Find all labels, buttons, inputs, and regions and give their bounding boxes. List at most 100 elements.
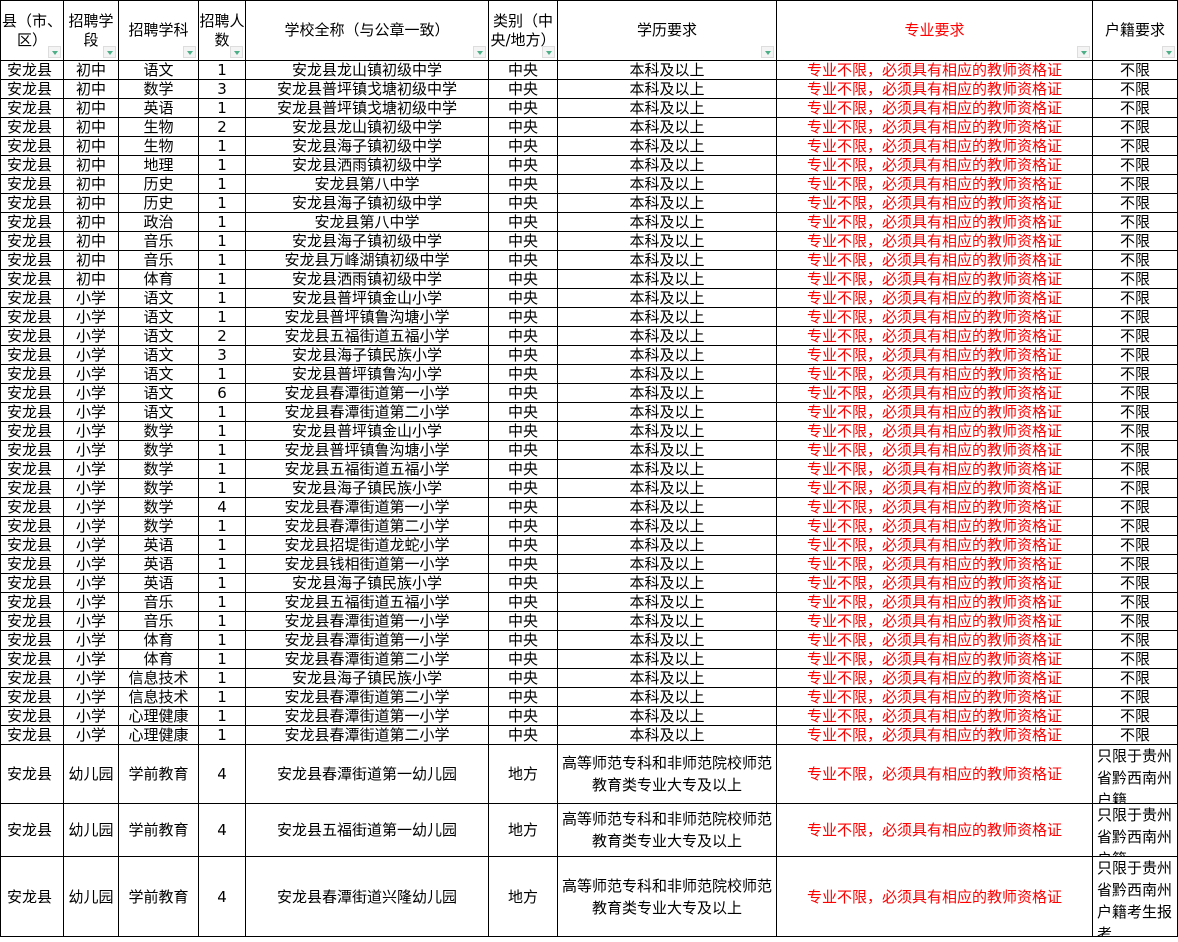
cell-category[interactable]: 中央	[488, 250, 558, 270]
cell-count[interactable]: 1	[198, 478, 246, 498]
cell-major[interactable]: 专业不限，必须具有相应的教师资格证	[776, 592, 1093, 612]
cell-category[interactable]: 中央	[488, 288, 558, 308]
filter-dropdown-icon[interactable]	[761, 46, 774, 58]
cell-count[interactable]: 1	[198, 668, 246, 688]
cell-major[interactable]: 专业不限，必须具有相应的教师资格证	[776, 364, 1093, 384]
cell-hukou[interactable]: 不限	[1092, 288, 1178, 308]
cell-count[interactable]: 1	[198, 554, 246, 574]
filter-dropdown-icon[interactable]	[473, 46, 486, 58]
cell-county[interactable]: 安龙县	[0, 706, 64, 726]
cell-hukou[interactable]: 不限	[1092, 136, 1178, 156]
cell-major[interactable]: 专业不限，必须具有相应的教师资格证	[776, 250, 1093, 270]
cell-category[interactable]: 中央	[488, 269, 558, 289]
cell-education[interactable]: 高等师范专科和非师范院校师范教育类专业大专及以上	[557, 744, 777, 804]
cell-major[interactable]: 专业不限，必须具有相应的教师资格证	[776, 649, 1093, 669]
cell-education[interactable]: 本科及以上	[557, 155, 777, 175]
cell-school[interactable]: 安龙县春潭街道第二小学	[245, 649, 489, 669]
cell-school[interactable]: 安龙县五福街道第一幼儿园	[245, 803, 489, 857]
cell-category[interactable]: 中央	[488, 554, 558, 574]
cell-county[interactable]: 安龙县	[0, 174, 64, 194]
cell-count[interactable]: 1	[198, 459, 246, 479]
cell-count[interactable]: 1	[198, 193, 246, 213]
cell-category[interactable]: 中央	[488, 611, 558, 631]
cell-major[interactable]: 专业不限，必须具有相应的教师资格证	[776, 706, 1093, 726]
cell-education[interactable]: 本科及以上	[557, 98, 777, 118]
cell-category[interactable]: 中央	[488, 307, 558, 327]
cell-major[interactable]: 专业不限，必须具有相应的教师资格证	[776, 402, 1093, 422]
cell-major[interactable]: 专业不限，必须具有相应的教师资格证	[776, 193, 1093, 213]
cell-education[interactable]: 本科及以上	[557, 516, 777, 536]
cell-hukou[interactable]: 不限	[1092, 649, 1178, 669]
cell-stage[interactable]: 小学	[63, 459, 119, 479]
cell-education[interactable]: 本科及以上	[557, 687, 777, 707]
cell-hukou[interactable]: 不限	[1092, 212, 1178, 232]
cell-county[interactable]: 安龙县	[0, 117, 64, 137]
cell-hukou[interactable]: 不限	[1092, 250, 1178, 270]
cell-category[interactable]: 中央	[488, 668, 558, 688]
cell-school[interactable]: 安龙县春潭街道第二小学	[245, 687, 489, 707]
cell-hukou[interactable]: 不限	[1092, 687, 1178, 707]
cell-major[interactable]: 专业不限，必须具有相应的教师资格证	[776, 611, 1093, 631]
cell-school[interactable]: 安龙县海子镇民族小学	[245, 573, 489, 593]
cell-count[interactable]: 1	[198, 725, 246, 745]
cell-education[interactable]: 本科及以上	[557, 79, 777, 99]
cell-stage[interactable]: 小学	[63, 383, 119, 403]
cell-subject[interactable]: 地理	[118, 155, 199, 175]
cell-hukou[interactable]: 只限于贵州省黔西南州户籍考生报考	[1092, 856, 1178, 937]
cell-category[interactable]: 中央	[488, 630, 558, 650]
cell-category[interactable]: 中央	[488, 117, 558, 137]
cell-education[interactable]: 本科及以上	[557, 459, 777, 479]
cell-school[interactable]: 安龙县万峰湖镇初级中学	[245, 250, 489, 270]
cell-education[interactable]: 本科及以上	[557, 250, 777, 270]
cell-county[interactable]: 安龙县	[0, 269, 64, 289]
cell-count[interactable]: 1	[198, 687, 246, 707]
cell-school[interactable]: 安龙县春潭街道第一小学	[245, 611, 489, 631]
cell-count[interactable]: 1	[198, 421, 246, 441]
cell-hukou[interactable]: 不限	[1092, 573, 1178, 593]
cell-count[interactable]: 4	[198, 497, 246, 517]
cell-stage[interactable]: 初中	[63, 136, 119, 156]
cell-major[interactable]: 专业不限，必须具有相应的教师资格证	[776, 744, 1093, 804]
cell-school[interactable]: 安龙县春潭街道第一小学	[245, 383, 489, 403]
cell-category[interactable]: 地方	[488, 856, 558, 937]
cell-subject[interactable]: 语文	[118, 307, 199, 327]
cell-subject[interactable]: 数学	[118, 459, 199, 479]
cell-category[interactable]: 中央	[488, 155, 558, 175]
cell-major[interactable]: 专业不限，必须具有相应的教师资格证	[776, 98, 1093, 118]
cell-county[interactable]: 安龙县	[0, 98, 64, 118]
cell-count[interactable]: 3	[198, 345, 246, 365]
cell-school[interactable]: 安龙县龙山镇初级中学	[245, 117, 489, 137]
cell-county[interactable]: 安龙县	[0, 155, 64, 175]
cell-category[interactable]: 中央	[488, 497, 558, 517]
cell-count[interactable]: 2	[198, 117, 246, 137]
cell-hukou[interactable]: 不限	[1092, 516, 1178, 536]
cell-county[interactable]: 安龙县	[0, 212, 64, 232]
cell-county[interactable]: 安龙县	[0, 364, 64, 384]
cell-county[interactable]: 安龙县	[0, 288, 64, 308]
cell-education[interactable]: 本科及以上	[557, 421, 777, 441]
cell-school[interactable]: 安龙县钱相街道第一小学	[245, 554, 489, 574]
cell-hukou[interactable]: 不限	[1092, 174, 1178, 194]
cell-education[interactable]: 本科及以上	[557, 60, 777, 80]
cell-education[interactable]: 本科及以上	[557, 364, 777, 384]
cell-school[interactable]: 安龙县五福街道五福小学	[245, 326, 489, 346]
cell-education[interactable]: 本科及以上	[557, 136, 777, 156]
cell-category[interactable]: 中央	[488, 649, 558, 669]
cell-stage[interactable]: 初中	[63, 79, 119, 99]
cell-county[interactable]: 安龙县	[0, 60, 64, 80]
cell-subject[interactable]: 语文	[118, 326, 199, 346]
cell-count[interactable]: 1	[198, 535, 246, 555]
cell-hukou[interactable]: 不限	[1092, 478, 1178, 498]
cell-major[interactable]: 专业不限，必须具有相应的教师资格证	[776, 497, 1093, 517]
cell-county[interactable]: 安龙县	[0, 592, 64, 612]
cell-subject[interactable]: 语文	[118, 288, 199, 308]
cell-school[interactable]: 安龙县海子镇民族小学	[245, 345, 489, 365]
cell-county[interactable]: 安龙县	[0, 345, 64, 365]
cell-major[interactable]: 专业不限，必须具有相应的教师资格证	[776, 269, 1093, 289]
cell-hukou[interactable]: 只限于贵州省黔西南州户籍	[1092, 744, 1178, 804]
cell-category[interactable]: 中央	[488, 706, 558, 726]
cell-category[interactable]: 中央	[488, 478, 558, 498]
cell-major[interactable]: 专业不限，必须具有相应的教师资格证	[776, 803, 1093, 857]
cell-county[interactable]: 安龙县	[0, 668, 64, 688]
cell-hukou[interactable]: 不限	[1092, 117, 1178, 137]
